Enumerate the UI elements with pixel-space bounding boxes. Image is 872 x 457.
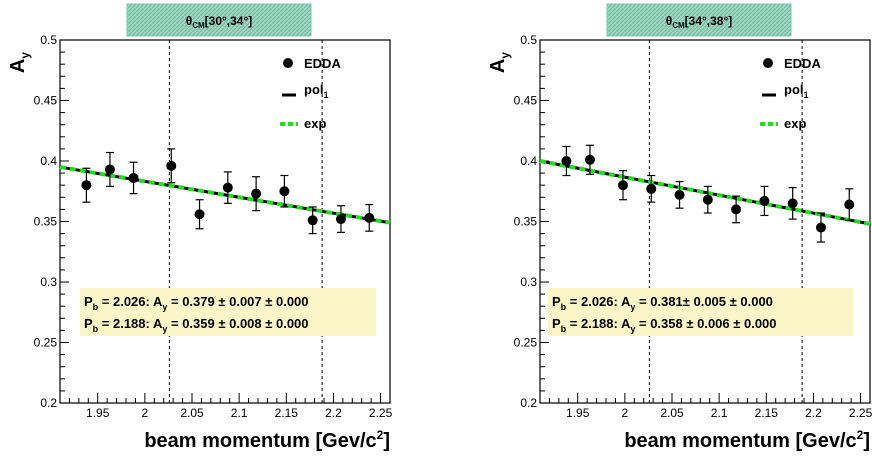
y-tick-label: 0.4 (520, 154, 537, 168)
y-tick-label: 0.5 (40, 33, 57, 47)
x-tick-label: 2 (622, 406, 629, 420)
x-axis-label: beam momentum [Gev/c2] (624, 428, 870, 452)
legend-label-exp: exp (784, 116, 806, 131)
data-point (194, 209, 205, 220)
data-point (759, 195, 770, 206)
y-tick-label: 0.35 (514, 215, 538, 229)
x-tick-label: 1.95 (566, 406, 590, 420)
annotation-line-2: Pb = 2.188: Ay = 0.358 ± 0.006 ± 0.000 (552, 316, 777, 334)
y-tick-label: 0.3 (520, 275, 537, 289)
y-tick-label: 0.25 (34, 336, 58, 350)
data-point (815, 222, 826, 233)
legend-marker-edda (283, 58, 293, 68)
title-box (126, 3, 312, 37)
chart-title: θCM[34°,38°] (666, 14, 733, 30)
x-tick-label: 2.15 (755, 406, 779, 420)
panel-left: θCM[30°,34°] 0.2 0.25 0.3 0.35 0.4 0.45 0.5 1.… (7, 3, 393, 452)
data-point (584, 154, 595, 165)
data-point (335, 214, 346, 225)
legend-label-edda: EDDA (784, 56, 821, 71)
data-point (561, 156, 572, 166)
title-box (606, 3, 792, 37)
x-tick-label: 2.2 (805, 406, 822, 420)
y-tick-label: 0.25 (514, 336, 538, 350)
data-point (166, 160, 177, 171)
x-tick-label: 2 (142, 406, 149, 420)
x-axis-label: beam momentum [Gev/c2] (144, 428, 390, 452)
y-axis-label: Ay (487, 52, 512, 73)
legend-label-pol1: pol1 (784, 82, 809, 100)
annotation-line-2: Pb = 2.188: Ay = 0.359 ± 0.008 ± 0.000 (84, 316, 309, 334)
x-tick-label: 2.05 (180, 406, 204, 420)
data-point (251, 188, 262, 199)
annotation-line-1: Pb = 2.026: Ay = 0.381± 0.005 ± 0.000 (552, 294, 773, 312)
data-point (222, 182, 233, 193)
data-point (617, 180, 628, 191)
y-tick-label: 0.45 (34, 94, 58, 108)
data-point (81, 180, 92, 191)
x-tick-label: 2.1 (711, 406, 728, 420)
data-point (104, 164, 115, 175)
y-axis: 0.2 0.25 0.3 0.35 0.4 0.45 0.5 (514, 33, 549, 410)
x-tick-label: 2.25 (369, 406, 393, 420)
y-axis-label: Ay (7, 52, 32, 73)
annotation-box: Pb = 2.026: Ay = 0.379 ± 0.007 ± 0.000 P… (80, 288, 376, 336)
y-tick-label: 0.4 (40, 154, 57, 168)
data-point (128, 172, 139, 183)
legend: EDDA pol1 exp (760, 56, 821, 131)
annotation-box: Pb = 2.026: Ay = 0.381± 0.005 ± 0.000 Pb… (548, 288, 853, 336)
x-tick-label: 1.95 (86, 406, 110, 420)
x-tick-label: 2.2 (325, 406, 342, 420)
legend-label-edda: EDDA (304, 56, 341, 71)
x-tick-label: 2.15 (275, 406, 299, 420)
data-point (307, 215, 318, 226)
x-tick-label: 2.25 (849, 406, 872, 420)
legend-label-exp: exp (304, 116, 326, 131)
x-axis: 1.95 2 2.05 2.1 2.15 2.2 2.25 (59, 393, 393, 420)
y-axis: 0.2 0.25 0.3 0.35 0.4 0.45 0.5 (34, 33, 69, 410)
data-point (787, 198, 798, 209)
legend-marker-edda (763, 58, 773, 68)
x-tick-label: 2.05 (660, 406, 684, 420)
panel-right: θCM[34°,38°] 0.2 0.25 0.3 0.35 0.4 0.45 0.5 1.… (487, 3, 872, 452)
fit-line-exp (59, 165, 391, 225)
y-tick-label: 0.3 (40, 275, 57, 289)
data-point (646, 183, 657, 194)
data-point (731, 204, 742, 215)
y-tick-label: 0.2 (40, 396, 57, 410)
annotation-line-1: Pb = 2.026: Ay = 0.379 ± 0.007 ± 0.000 (84, 294, 309, 312)
data-point (279, 186, 290, 197)
chart-title: θCM[30°,34°] (186, 14, 253, 30)
y-tick-label: 0.5 (520, 33, 537, 47)
y-tick-label: 0.45 (514, 94, 538, 108)
y-tick-label: 0.2 (520, 396, 537, 410)
x-tick-label: 2.1 (231, 406, 248, 420)
data-point (674, 189, 685, 200)
data-point (844, 199, 855, 210)
y-tick-label: 0.35 (34, 215, 58, 229)
data-point (702, 194, 713, 205)
fit-line-exp (539, 159, 871, 226)
data-point (364, 212, 375, 223)
legend-label-pol1: pol1 (304, 82, 329, 100)
legend: EDDA pol1 exp (280, 56, 341, 131)
x-axis: 1.95 2 2.05 2.1 2.15 2.2 2.25 (539, 393, 872, 420)
